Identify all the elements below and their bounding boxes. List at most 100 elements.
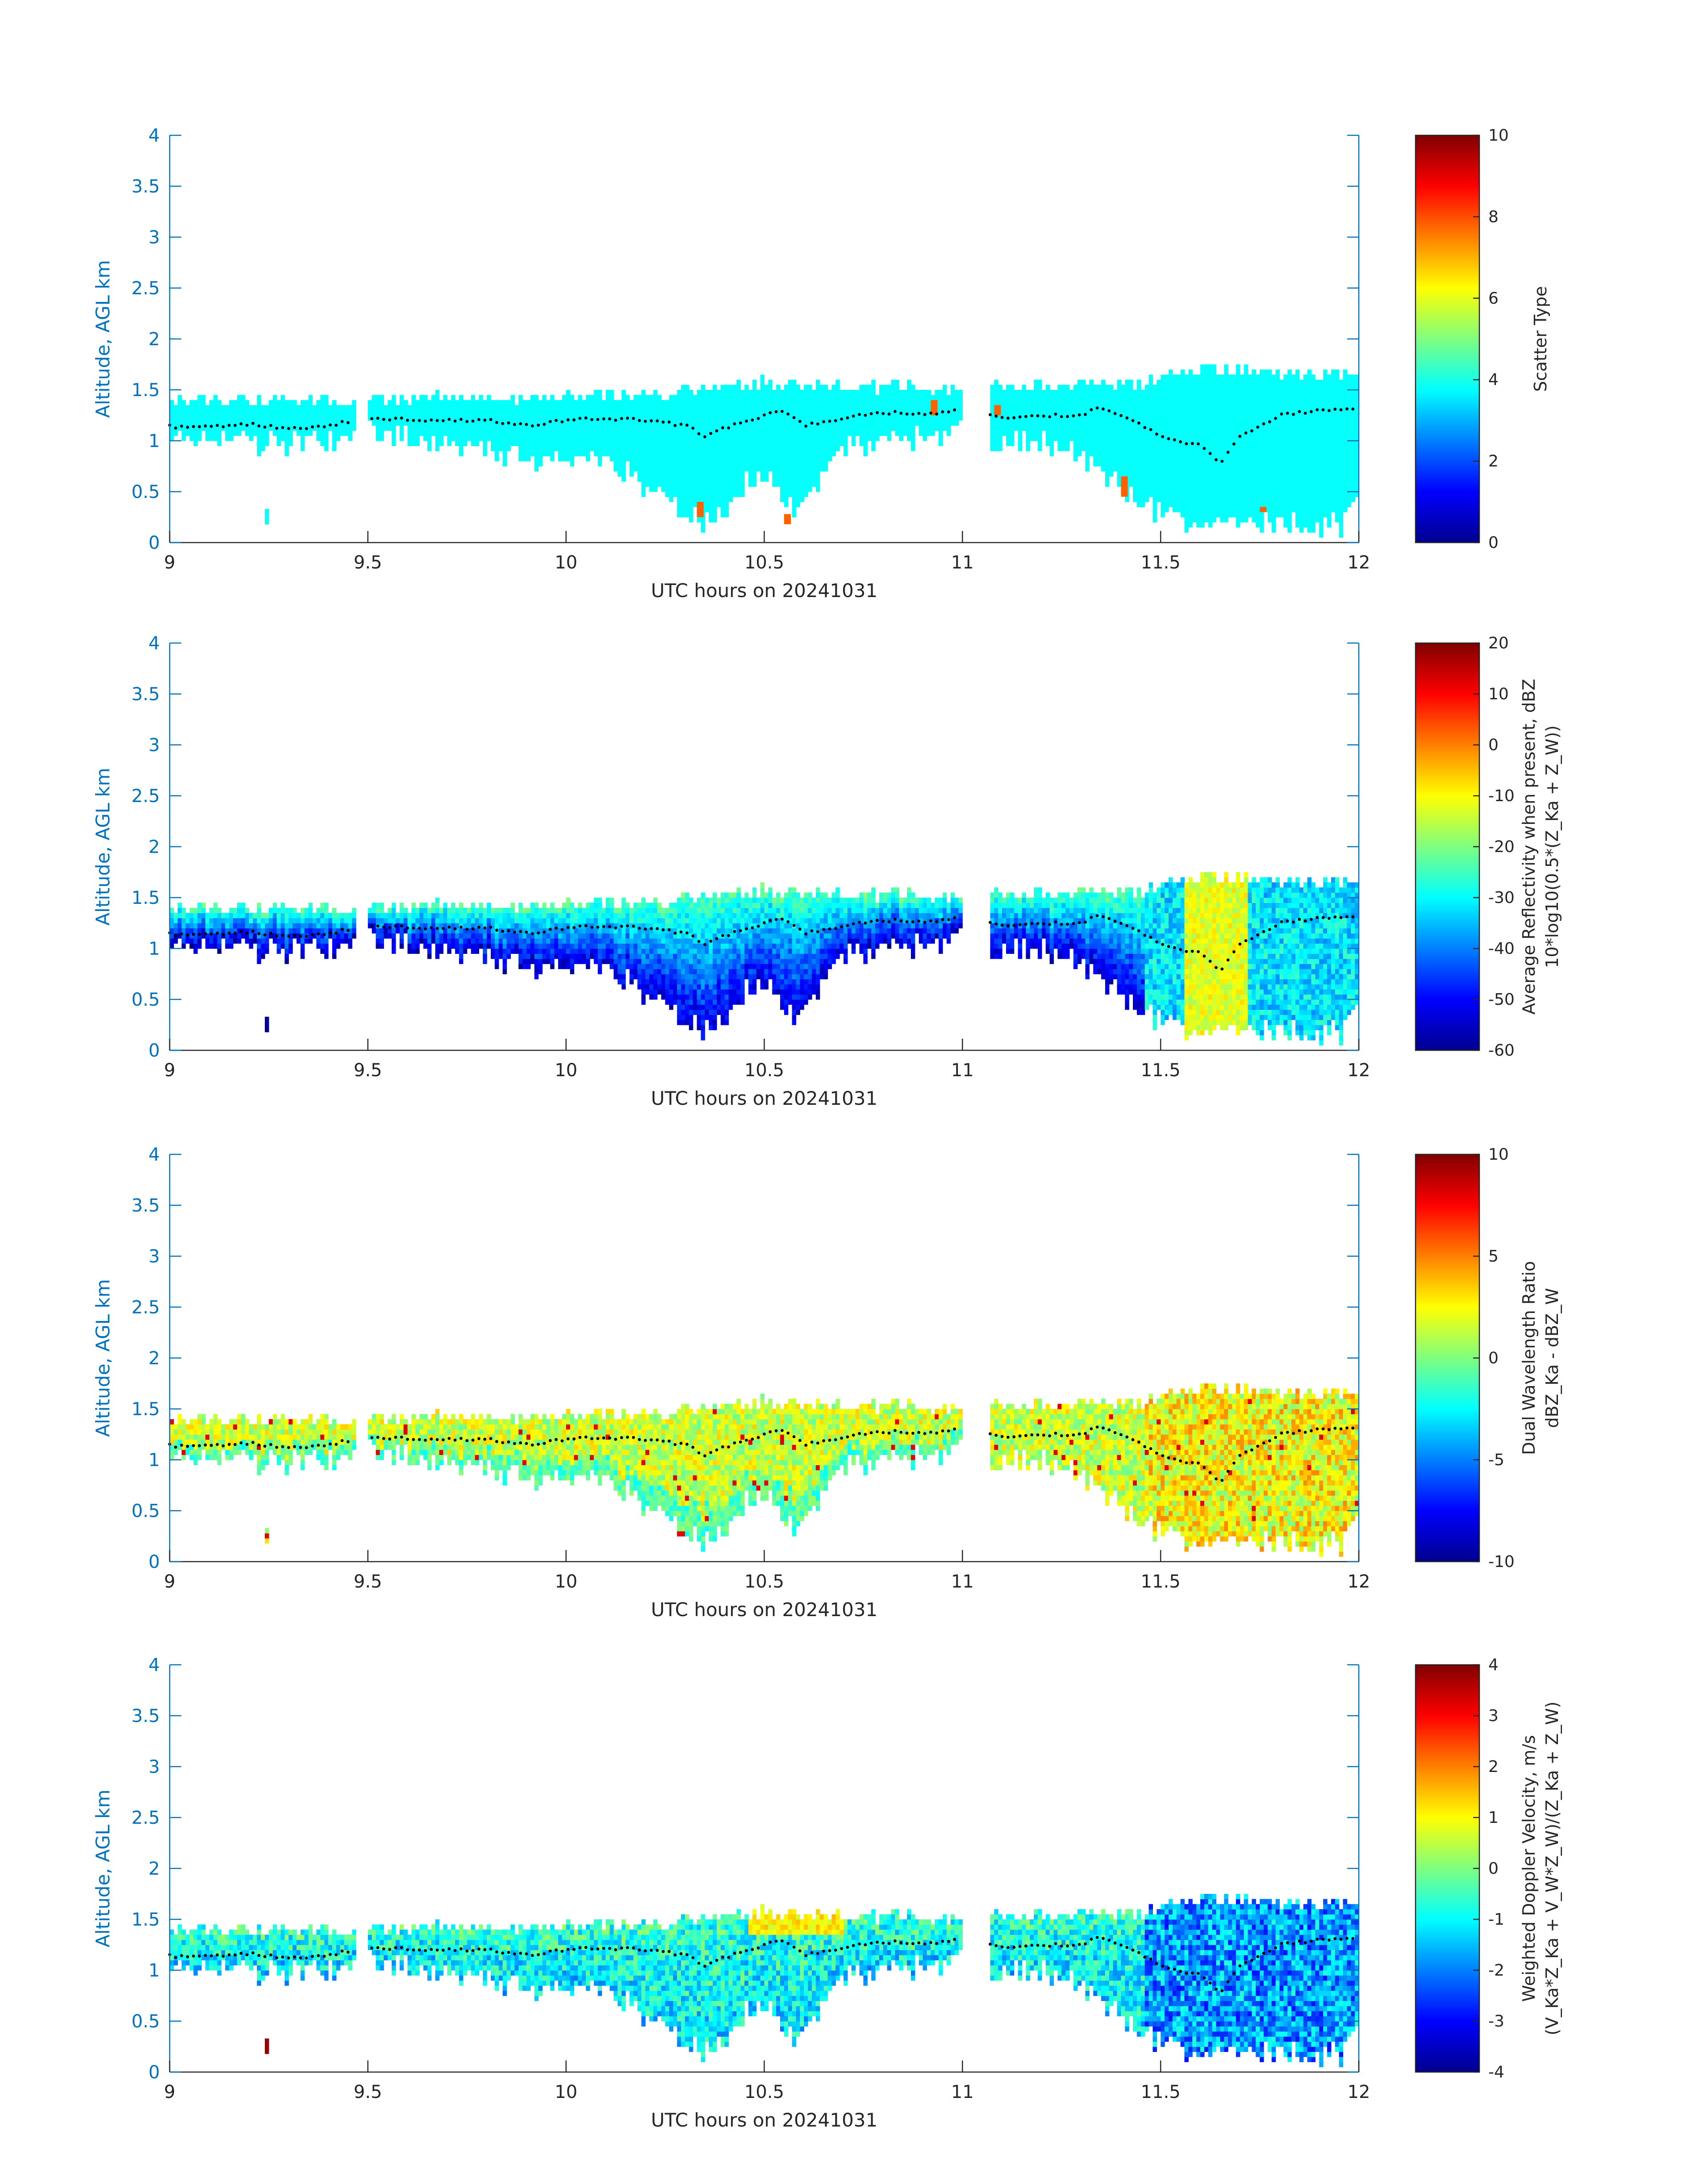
heatmap-cell: [1224, 390, 1228, 395]
heatmap-cell: [1339, 497, 1343, 502]
heatmap-cell: [634, 405, 638, 410]
heatmap-cell: [1034, 405, 1038, 410]
heatmap-cell: [1240, 456, 1244, 461]
heatmap-cell: [1181, 481, 1185, 487]
heatmap-cell: [1260, 415, 1264, 421]
heatmap-cell: [1228, 436, 1232, 441]
heatmap-cell: [681, 451, 685, 456]
heatmap-cell: [288, 405, 292, 410]
heatmap-cell: [1057, 420, 1061, 426]
heatmap-cell: [277, 441, 281, 446]
heatmap-cell: [685, 400, 689, 405]
heatmap-cell: [1276, 390, 1280, 395]
heatmap-cell: [1141, 461, 1145, 467]
heatmap-cell: [1184, 471, 1188, 476]
heatmap-cell: [562, 400, 566, 405]
heatmap-cell: [1022, 385, 1026, 390]
heatmap-cell: [1157, 476, 1161, 482]
heatmap-cell: [899, 405, 903, 410]
heatmap-cell: [1173, 395, 1177, 400]
heatmap-cell: [764, 476, 768, 482]
heatmap-cell: [261, 405, 265, 410]
heatmap-cell: [1232, 410, 1236, 416]
heatmap-cell: [998, 430, 1002, 436]
heatmap-cell: [213, 400, 217, 405]
heatmap-cell: [681, 410, 685, 416]
heatmap-cell: [756, 400, 760, 405]
heatmap-cell: [1204, 390, 1208, 395]
heatmap-cell: [895, 380, 899, 385]
heatmap-cell: [1046, 410, 1050, 416]
heatmap-cell: [1212, 451, 1216, 456]
heatmap-cell: [1169, 497, 1173, 502]
heatmap-cell: [1125, 451, 1129, 456]
heatmap-cell: [1093, 415, 1097, 421]
line-point: [816, 422, 819, 426]
heatmap-cell: [875, 436, 879, 441]
heatmap-cell: [1335, 451, 1339, 456]
heatmap-cell: [562, 456, 566, 461]
heatmap-cell: [732, 466, 736, 472]
heatmap-cell: [1311, 420, 1315, 426]
heatmap-cell: [685, 441, 689, 446]
line-point: [941, 410, 944, 414]
heatmap-cell: [844, 426, 848, 431]
heatmap-cell: [614, 430, 618, 436]
heatmap-cell: [796, 492, 800, 497]
heatmap-cell: [1018, 446, 1022, 451]
heatmap-cell: [1244, 451, 1248, 456]
heatmap-cell: [685, 430, 689, 436]
heatmap-cell: [824, 436, 828, 441]
heatmap-cell: [459, 430, 463, 436]
heatmap-cell: [760, 420, 764, 426]
heatmap-cell: [281, 395, 285, 400]
heatmap-cell: [891, 380, 895, 385]
heatmap-cell: [645, 400, 649, 405]
heatmap-cell: [649, 461, 653, 467]
heatmap-cell: [1082, 395, 1086, 400]
heatmap-cell: [1319, 430, 1323, 436]
heatmap-cell: [348, 430, 352, 436]
heatmap-cell: [570, 461, 574, 467]
heatmap-cell: [277, 405, 281, 410]
heatmap-cell: [1307, 522, 1311, 527]
heatmap-cell: [701, 522, 705, 527]
heatmap-cell: [1291, 375, 1295, 380]
heatmap-cell: [1212, 481, 1216, 487]
heatmap-cell: [1046, 390, 1050, 395]
heatmap-cell: [1196, 395, 1200, 400]
heatmap-cell: [931, 420, 935, 426]
heatmap-cell: [831, 441, 835, 446]
heatmap-cell: [1208, 364, 1212, 370]
heatmap-cell: [1347, 400, 1351, 405]
heatmap-cell: [820, 385, 824, 390]
heatmap-cell: [740, 471, 744, 476]
heatmap-cell: [800, 395, 804, 400]
heatmap-cell: [622, 400, 626, 405]
heatmap-cell: [288, 436, 292, 441]
heatmap-cell: [1165, 395, 1169, 400]
heatmap-cell: [415, 430, 419, 436]
heatmap-cell: [1212, 426, 1216, 431]
heatmap-cell: [225, 415, 229, 421]
heatmap-cell: [1299, 466, 1303, 472]
heatmap-cell: [546, 430, 550, 436]
heatmap-cell: [669, 456, 673, 461]
heatmap-cell: [1149, 390, 1153, 395]
heatmap-cell: [1331, 502, 1335, 507]
heatmap-cell: [535, 395, 539, 400]
heatmap-cell: [669, 426, 673, 431]
heatmap-cell: [630, 451, 634, 456]
heatmap-cell: [879, 426, 883, 431]
heatmap-cell: [860, 390, 864, 395]
heatmap-cell: [189, 923, 193, 928]
heatmap-cell: [229, 410, 233, 416]
heatmap-cell: [535, 400, 539, 405]
line-point: [1149, 428, 1153, 431]
heatmap-cell: [503, 410, 507, 416]
heatmap-cell: [645, 456, 649, 461]
heatmap-cell: [1303, 446, 1307, 451]
heatmap-cell: [911, 415, 915, 421]
heatmap-cell: [1053, 426, 1057, 431]
heatmap-cell: [1101, 390, 1105, 395]
